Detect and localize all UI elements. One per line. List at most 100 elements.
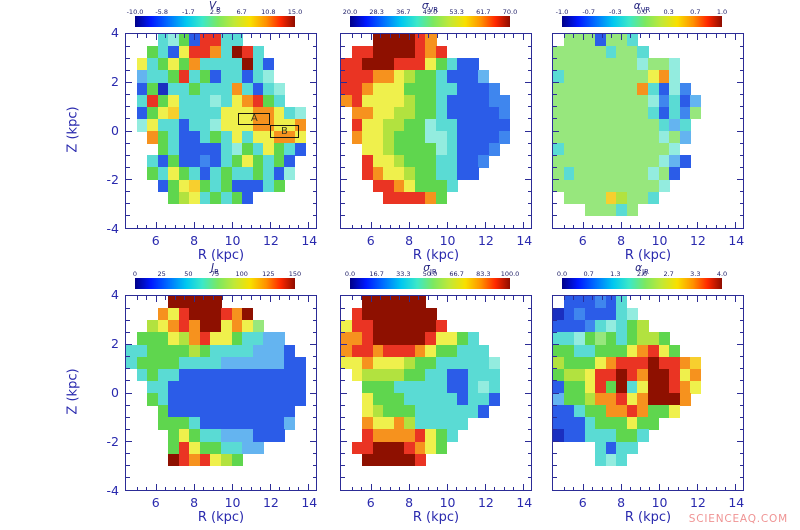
heatmap-cell [626, 441, 639, 455]
axis-tick [418, 224, 420, 228]
axis-tick [279, 486, 281, 490]
heatmap-cell [372, 296, 384, 309]
heatmap-cell [605, 58, 617, 71]
axis-tick [126, 428, 130, 430]
heatmap-cell [457, 94, 469, 108]
heatmap-cell [372, 70, 384, 84]
axis-tick [582, 296, 584, 302]
axis-tick [312, 45, 316, 47]
heatmap-cell [178, 58, 190, 71]
y-axis-label: Z (kpc) [65, 368, 81, 415]
axis-tick [527, 203, 531, 205]
axis-tick [250, 296, 252, 300]
axis-tick [553, 331, 557, 333]
heatmap-cell [595, 155, 607, 168]
heatmap-cell [404, 320, 416, 333]
heatmap-cell [263, 143, 275, 156]
heatmap-cell [273, 393, 285, 406]
axis-tick [288, 296, 290, 300]
axis-tick [241, 486, 243, 490]
heatmap-cell [446, 167, 458, 181]
heatmap-cell [199, 70, 212, 84]
heatmap-cell [242, 106, 254, 120]
heatmap-cell [616, 155, 628, 168]
heatmap-cell [210, 380, 222, 394]
heatmap-cell [372, 356, 384, 370]
heatmap-cell [189, 380, 201, 394]
heatmap-cell [446, 393, 458, 406]
heatmap-cell [147, 82, 159, 96]
axis-tick [307, 296, 309, 302]
heatmap-cell [393, 453, 405, 467]
heatmap-cell [574, 106, 586, 120]
axis-tick [553, 69, 557, 71]
heatmap-cell [616, 356, 628, 370]
heatmap-cell [362, 131, 374, 144]
heatmap-cell [393, 320, 405, 333]
heatmap-cell [553, 417, 565, 430]
axis-tick [494, 224, 496, 228]
axis-tick [269, 222, 271, 228]
colorbar-tick-label: 2.7 [663, 270, 674, 278]
colorbar-title-sub: JR [429, 268, 437, 277]
heatmap-cell [242, 393, 254, 406]
heatmap-cell [231, 167, 243, 181]
heatmap-cell [648, 106, 660, 120]
heatmap-cell [210, 34, 222, 47]
heatmap-cell [648, 179, 660, 193]
heatmap-cell [563, 368, 575, 382]
heatmap-cell [136, 70, 148, 84]
heatmap-cell [231, 155, 243, 168]
heatmap-cell [648, 94, 660, 108]
y-axis-label: Z (kpc) [65, 106, 81, 153]
heatmap-cell [404, 368, 416, 382]
heatmap-cell [669, 155, 681, 168]
heatmap-cell [341, 70, 353, 84]
heatmap-cell [436, 167, 448, 181]
axis-tick [668, 224, 670, 228]
heatmap-cell [351, 94, 363, 108]
heatmap-cell [168, 118, 180, 132]
heatmap-cell [210, 191, 222, 205]
heatmap-cell [658, 106, 670, 120]
heatmap-cell [669, 368, 681, 382]
axis-tick [573, 224, 575, 228]
heatmap-cell [584, 296, 596, 309]
heatmap-cell [168, 143, 180, 156]
watermark: SCIENCEAQ.COM [688, 513, 788, 525]
heatmap-cell [436, 155, 448, 168]
heatmap-cell [178, 429, 190, 443]
axis-tick [527, 307, 531, 309]
axis-tick [522, 296, 524, 302]
heatmap-cell [242, 131, 254, 144]
y-tick-label: -4 [106, 221, 119, 236]
heatmap-cell [436, 368, 448, 382]
heatmap-cell [189, 94, 201, 108]
axis-tick [146, 34, 148, 38]
heatmap-cell [457, 118, 469, 132]
heatmap-cell [478, 155, 490, 168]
heatmap-cell [404, 70, 416, 84]
heatmap-cell [199, 380, 212, 394]
axis-tick [408, 34, 410, 40]
heatmap-cell [446, 380, 458, 394]
heatmap-cell [605, 368, 617, 382]
heatmap-cell [189, 320, 201, 333]
axis-tick [475, 296, 477, 300]
heatmap-cell [136, 82, 148, 96]
heatmap-cell [404, 58, 416, 71]
axis-tick [687, 296, 689, 300]
heatmap-cell [626, 131, 639, 144]
axis-tick [260, 34, 262, 38]
heatmap-cell [273, 356, 285, 370]
heatmap-cell [362, 380, 374, 394]
heatmap-cell [168, 82, 180, 96]
axis-tick [165, 296, 167, 300]
heatmap-cell [478, 70, 490, 84]
heatmap-cell [362, 106, 374, 120]
axis-tick [601, 224, 603, 228]
axis-tick [341, 441, 347, 442]
heatmap-cell [231, 344, 243, 358]
heatmap-cell [616, 167, 628, 181]
axis-tick [341, 45, 345, 47]
